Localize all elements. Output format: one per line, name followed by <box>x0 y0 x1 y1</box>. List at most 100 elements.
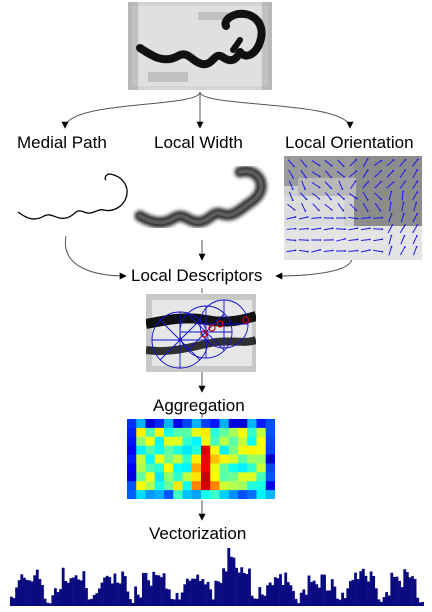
histogram-bar <box>139 597 143 606</box>
heatmap-cell <box>136 472 146 482</box>
orientation-arrow-head <box>416 180 419 183</box>
heatmap-cell <box>182 445 193 455</box>
orientation-arrow <box>373 238 383 242</box>
orientation-arrow-head <box>403 246 406 248</box>
histogram-bar <box>330 579 334 606</box>
heatmap-cell <box>201 472 211 482</box>
orientation-arrow <box>360 216 370 220</box>
orientation-arrow-head <box>344 250 346 252</box>
orientation-arrow-head <box>404 169 406 172</box>
orientation-arrow <box>412 213 418 223</box>
histogram-bar <box>336 598 339 606</box>
histogram-bar <box>170 598 174 606</box>
histogram-bar <box>359 571 363 606</box>
orientation-arrow-head <box>356 217 359 220</box>
orientation-arrow-head <box>368 216 371 219</box>
heatmap-cell <box>247 481 257 491</box>
orientation-arrow-head <box>343 175 346 178</box>
heatmap-cell <box>265 445 275 455</box>
orientation-arrow <box>373 160 382 166</box>
orientation-arrow <box>311 182 320 188</box>
heatmap-cell <box>219 419 230 429</box>
heatmap-cell <box>154 427 165 438</box>
histogram-bar <box>72 577 75 606</box>
heatmap-cell <box>136 427 146 438</box>
orientation-arrow <box>298 249 308 253</box>
heatmap-cell <box>154 490 165 499</box>
orientation-arrow-head <box>330 198 332 201</box>
arrow-to-local-orientation <box>199 91 354 129</box>
orientation-arrow-head <box>341 188 344 191</box>
orientation-arrow <box>324 181 332 189</box>
histogram-bar <box>323 574 326 606</box>
histogram-bar <box>273 577 277 606</box>
orientation-arrow-head <box>390 234 393 237</box>
histogram-bar <box>206 581 210 606</box>
heatmap-cell <box>256 454 267 464</box>
histogram-bar <box>284 572 288 606</box>
histogram-bar <box>69 578 73 606</box>
orientation-arrow-head <box>368 238 371 241</box>
orientation-arrow <box>374 181 382 189</box>
histogram-bar <box>134 586 138 606</box>
histogram-bar <box>343 598 347 606</box>
orientation-arrow <box>337 203 344 211</box>
orientation-arrow <box>298 216 308 220</box>
histogram-bar <box>188 580 192 606</box>
heatmap-cell <box>191 436 202 446</box>
heatmap-cell <box>210 419 220 429</box>
orientation-arrow-head <box>416 169 419 171</box>
heatmap-cell <box>154 481 165 491</box>
histogram-bar <box>198 580 202 606</box>
orientation-arrow <box>286 239 296 241</box>
histogram-bar <box>351 579 355 606</box>
heatmap-cell <box>238 445 248 455</box>
orientation-arrow <box>362 191 369 201</box>
histogram-bar <box>183 584 187 606</box>
orientation-arrow-head <box>402 212 405 215</box>
orientation-arrow <box>288 191 294 201</box>
orientation-arrow-head <box>368 227 371 230</box>
histogram-bar <box>17 580 21 606</box>
histogram-bar <box>263 595 267 606</box>
orientation-arrow-head <box>331 238 334 241</box>
heatmap-cell <box>145 463 156 473</box>
orientation-arrow <box>399 246 406 256</box>
histogram-bar <box>113 573 117 606</box>
histogram-bar <box>328 590 332 606</box>
orientation-arrow <box>400 213 405 223</box>
orientation-arrow <box>349 170 357 178</box>
histogram-bar <box>232 557 236 606</box>
histogram-bar <box>354 572 357 606</box>
orientation-arrow <box>323 227 333 231</box>
histogram-bar <box>118 583 122 606</box>
orientation-arrow <box>373 249 383 253</box>
orientation-arrow-head <box>416 158 419 161</box>
histogram-bar <box>276 578 280 606</box>
heatmap-cell <box>191 463 202 473</box>
orientation-arrow <box>348 227 358 231</box>
aggregation-heatmap-image <box>127 419 275 499</box>
heatmap-cell <box>127 427 137 438</box>
orientation-arrow-head <box>355 197 358 200</box>
orientation-arrow <box>360 239 370 241</box>
heatmap-cell <box>191 490 202 499</box>
orientation-arrow-head <box>291 188 294 191</box>
orientation-arrow <box>324 170 332 178</box>
heatmap-cell <box>164 472 174 482</box>
orientation-arrow <box>301 180 306 190</box>
histogram-bar <box>185 578 189 606</box>
orientation-arrow <box>311 192 320 200</box>
orientation-arrow-head <box>416 235 418 237</box>
orientation-arrow-head <box>381 238 384 241</box>
heatmap-cell <box>228 454 239 464</box>
orientation-arrow-head <box>366 209 369 212</box>
orientation-arrow <box>373 217 383 219</box>
histogram-bar <box>136 594 140 606</box>
histogram-bar <box>405 572 409 606</box>
arrow-medial-to-descriptors <box>64 235 127 280</box>
orientation-arrow-head <box>331 227 334 230</box>
heatmap-cell <box>265 436 275 446</box>
histogram-bar <box>390 572 394 606</box>
heatmap-cell <box>219 490 230 499</box>
